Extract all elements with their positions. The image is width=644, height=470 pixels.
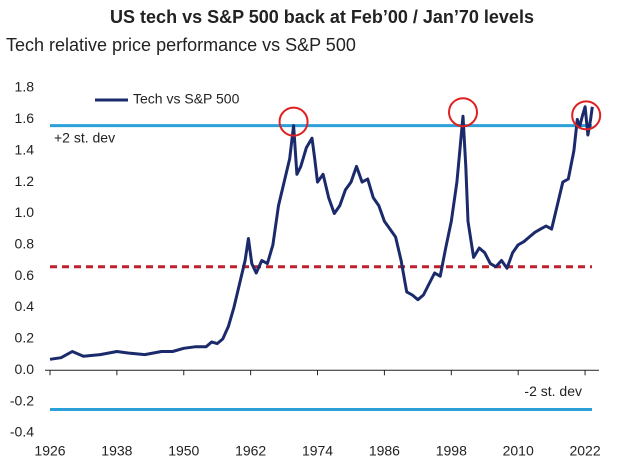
y-tick-label: 0.0 bbox=[15, 361, 35, 377]
highlight-circle bbox=[278, 106, 309, 137]
x-tick-label: 1938 bbox=[101, 443, 132, 459]
y-tick-label: 1.2 bbox=[15, 173, 35, 189]
x-tick-label: 1974 bbox=[302, 443, 333, 459]
data-line bbox=[49, 105, 594, 361]
y-tick-label: 0.6 bbox=[15, 267, 35, 283]
chart-subtitle: Tech relative price performance vs S&P 5… bbox=[6, 35, 356, 55]
x-tick-label: 1926 bbox=[34, 443, 65, 459]
reference-label: -2 st. dev bbox=[524, 383, 582, 399]
x-tick-label: 1950 bbox=[168, 443, 199, 459]
x-tick-label: 1962 bbox=[235, 443, 266, 459]
chart-title: US tech vs S&P 500 back at Feb’00 / Jan’… bbox=[110, 7, 534, 27]
y-tick-label: 0.4 bbox=[15, 298, 35, 314]
y-tick-label: 1.0 bbox=[15, 204, 35, 220]
y-tick-label: 0.8 bbox=[15, 236, 35, 252]
x-tick-label: 1986 bbox=[369, 443, 400, 459]
y-tick-label: 1.4 bbox=[15, 141, 35, 157]
x-tick-label: 1998 bbox=[436, 443, 467, 459]
y-tick-label: 1.6 bbox=[15, 110, 35, 126]
highlight-circle bbox=[448, 97, 479, 128]
y-tick-label: 1.8 bbox=[15, 79, 35, 95]
legend-label: Tech vs S&P 500 bbox=[133, 91, 240, 107]
y-tick-label: 0.2 bbox=[15, 330, 35, 346]
y-tick-label: -0.4 bbox=[10, 424, 34, 440]
reference-label: +2 st. dev bbox=[54, 129, 115, 145]
y-tick-label: -0.2 bbox=[10, 392, 34, 408]
x-tick-label: 2022 bbox=[569, 443, 600, 459]
highlight-circle bbox=[571, 100, 602, 131]
x-tick-label: 2010 bbox=[503, 443, 534, 459]
